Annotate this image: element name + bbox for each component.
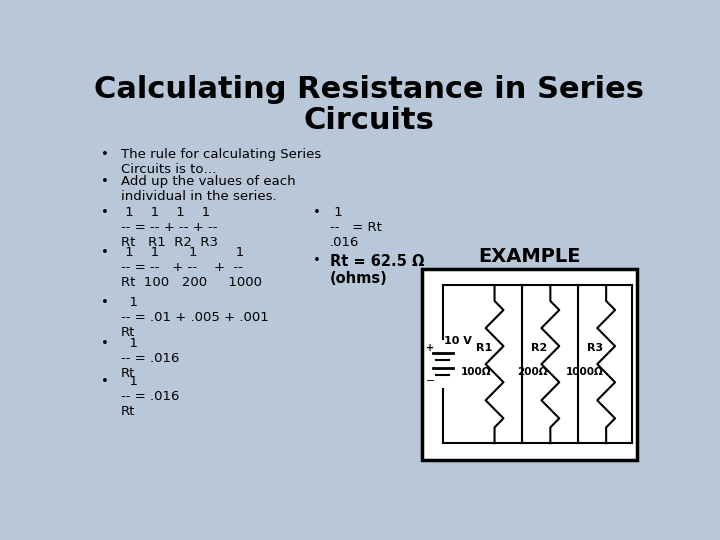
Text: •: • bbox=[101, 148, 109, 161]
Text: •: • bbox=[101, 375, 109, 388]
Text: 1000Ω: 1000Ω bbox=[566, 368, 603, 377]
Text: The rule for calculating Series
Circuits is to…: The rule for calculating Series Circuits… bbox=[121, 148, 321, 176]
Text: •: • bbox=[101, 337, 109, 350]
Text: 200Ω: 200Ω bbox=[517, 368, 547, 377]
Text: 1    1    1    1
-- = -- + -- + --
Rt   R1  R2  R3: 1 1 1 1 -- = -- + -- + -- Rt R1 R2 R3 bbox=[121, 206, 217, 249]
Text: Add up the values of each
individual in the series.: Add up the values of each individual in … bbox=[121, 175, 295, 203]
Text: +: + bbox=[426, 342, 434, 353]
Text: R1: R1 bbox=[475, 342, 492, 353]
Text: Calculating Resistance in Series: Calculating Resistance in Series bbox=[94, 75, 644, 104]
Text: −: − bbox=[426, 376, 435, 386]
Text: •: • bbox=[101, 175, 109, 188]
Text: 10 V: 10 V bbox=[444, 336, 472, 346]
Bar bbox=[422, 268, 637, 460]
Text: R2: R2 bbox=[531, 342, 547, 353]
Text: •: • bbox=[101, 206, 109, 219]
Text: 1    1       1         1
-- = --   + --    +  --
Rt  100   200     1000: 1 1 1 1 -- = -- + -- + -- Rt 100 200 100… bbox=[121, 246, 261, 289]
Text: R3: R3 bbox=[588, 342, 603, 353]
Text: 1
-- = .01 + .005 + .001
Rt: 1 -- = .01 + .005 + .001 Rt bbox=[121, 295, 269, 339]
Text: 1
-- = .016
Rt: 1 -- = .016 Rt bbox=[121, 375, 179, 417]
Text: Circuits: Circuits bbox=[304, 106, 434, 136]
Text: EXAMPLE: EXAMPLE bbox=[478, 247, 580, 266]
Text: •: • bbox=[101, 246, 109, 259]
Text: 1
-- = .016
Rt: 1 -- = .016 Rt bbox=[121, 337, 179, 380]
Text: •: • bbox=[313, 206, 321, 219]
Text: •: • bbox=[313, 254, 321, 267]
Text: 1
--   = Rt
.016: 1 -- = Rt .016 bbox=[330, 206, 382, 249]
Text: •: • bbox=[101, 295, 109, 308]
Text: Rt = 62.5 Ω
(ohms): Rt = 62.5 Ω (ohms) bbox=[330, 254, 424, 286]
Text: 100Ω: 100Ω bbox=[462, 368, 492, 377]
